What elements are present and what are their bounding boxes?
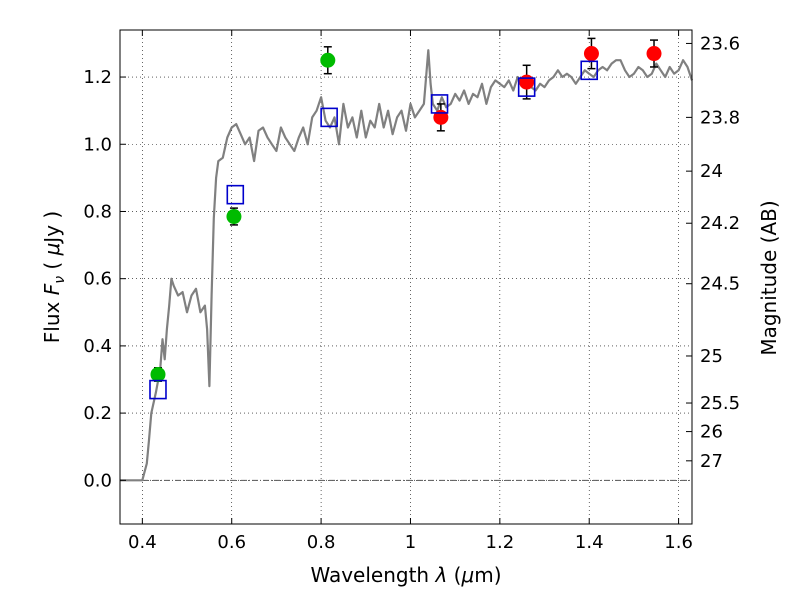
y-tick-label: 1.2 [83, 67, 112, 88]
x-tick-label: 0.4 [128, 532, 157, 553]
magnitude-tick-label: 23.6 [700, 33, 740, 54]
y-axis-label: Flux Fν ( μJy ) [40, 211, 68, 343]
model-synthetic-point [320, 107, 338, 128]
magnitude-tick-label: 26 [700, 422, 723, 443]
green-photometry-point [320, 52, 336, 68]
x-tick-label: 0.6 [217, 532, 246, 553]
y-tick-label: 0.0 [83, 470, 112, 491]
magnitude-tick-label: 24 [700, 161, 723, 182]
y-tick-label: 0.8 [83, 201, 112, 222]
tick-labels: 0.4 0.6 0.8 1 1.2 1.4 1.6 0.0 0.2 0.4 0.6 0.8 1.0 1.2… [83, 33, 740, 553]
x-tick-label: 1 [405, 532, 416, 553]
magnitude-tick-label: 24.2 [700, 213, 740, 234]
model-spectrum-line [120, 49, 694, 482]
model-synthetic-point [430, 94, 449, 114]
green-photometry-point [226, 209, 242, 225]
x-tick-label: 1.6 [664, 532, 693, 553]
x-tick-label: 1.4 [575, 532, 604, 553]
x-tick-label: 1.2 [486, 532, 515, 553]
y-tick-label: 0.2 [83, 403, 112, 424]
y-tick-label: 1.0 [83, 134, 112, 155]
magnitude-tick-label: 27 [700, 451, 723, 472]
red-photometry-point [646, 46, 662, 62]
tick-marks [120, 30, 692, 524]
red-photometry-point [519, 74, 535, 90]
magnitude-axis-label: Magnitude (AB) [757, 200, 781, 355]
model-synthetic-point [149, 379, 167, 400]
magnitude-tick-label: 25 [700, 346, 723, 367]
red-photometry-point [583, 46, 599, 62]
plot-area [120, 30, 692, 524]
magnitude-tick-label: 24.5 [700, 274, 740, 295]
magnitude-tick-label: 25.5 [700, 393, 740, 414]
red-photometry-point [433, 109, 449, 125]
y-tick-label: 0.4 [83, 336, 112, 357]
green-photometry-point [150, 366, 166, 382]
x-axis-label: Wavelength λ (μm) [310, 563, 501, 587]
model-synthetic-point [226, 184, 245, 205]
x-tick-label: 0.8 [307, 532, 336, 553]
y-tick-label: 0.6 [83, 269, 112, 290]
series-group [120, 37, 694, 482]
model-synthetic-point [517, 77, 536, 97]
plot-border [119, 29, 693, 525]
model-synthetic-point [580, 60, 599, 81]
magnitude-tick-label: 23.8 [700, 107, 740, 128]
